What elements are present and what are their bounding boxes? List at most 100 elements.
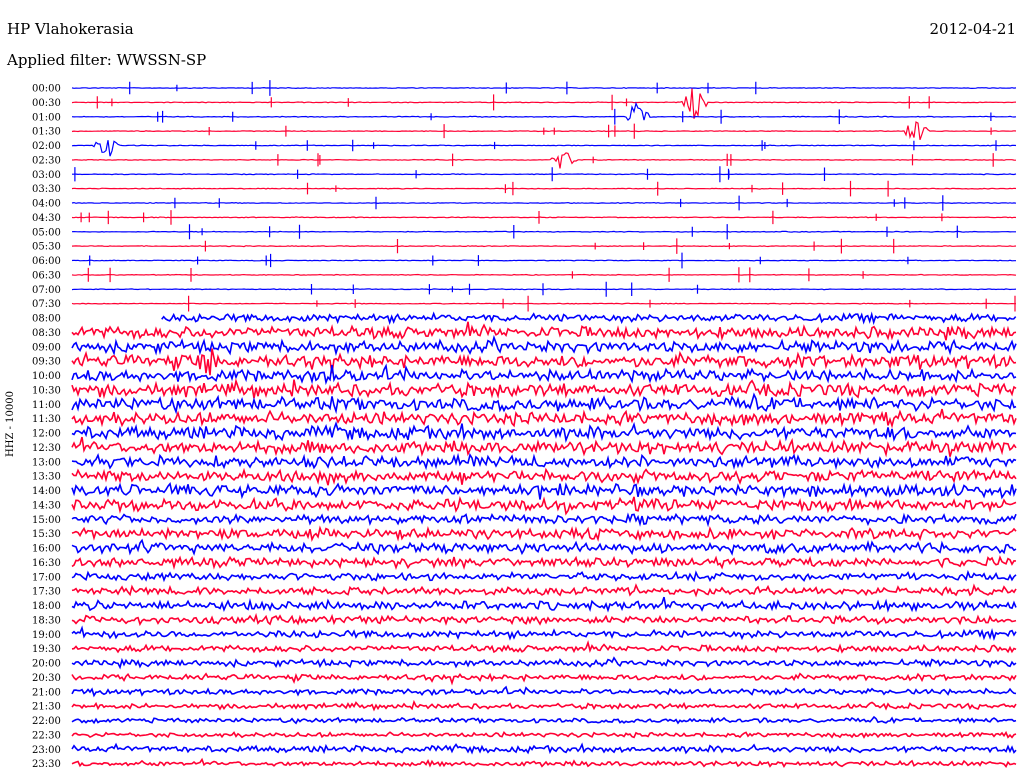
time-tick-label: 01:00	[32, 112, 61, 123]
time-tick-label: 08:00	[32, 314, 61, 325]
time-tick-label: 09:30	[32, 357, 61, 368]
time-tick-label: 23:30	[32, 759, 61, 770]
trace-line	[71, 321, 1017, 342]
time-tick-label: 06:00	[32, 256, 61, 267]
filter-label: Applied filter: WWSSN-SP	[7, 51, 207, 69]
seismic-traces	[71, 80, 1017, 769]
time-tick-label: 10:00	[32, 371, 61, 382]
trace-line	[71, 392, 1017, 415]
trace-line	[71, 496, 1017, 516]
time-tick-label: 17:00	[32, 572, 61, 583]
time-tick-label: 13:00	[32, 457, 61, 468]
trace-line	[71, 512, 1017, 528]
time-tick-label: 20:00	[32, 659, 61, 670]
trace-line	[71, 101, 1017, 125]
time-tick-label: 13:30	[32, 472, 61, 483]
trace-line	[71, 715, 1017, 725]
time-tick-label: 21:30	[32, 702, 61, 713]
time-tick-label: 04:30	[32, 213, 61, 224]
trace-line	[71, 139, 1017, 157]
station-title: HP Vlahokerasia	[7, 20, 134, 38]
trace-line	[71, 436, 1017, 458]
trace-line	[71, 538, 1017, 556]
trace-line	[71, 252, 1016, 269]
trace-line	[71, 224, 1016, 240]
time-tick-label: 10:30	[32, 385, 61, 396]
trace-line	[71, 363, 1017, 386]
time-tick-label: 04:00	[32, 199, 61, 210]
time-tick-label: 15:00	[32, 515, 61, 526]
time-tick-label: 14:00	[32, 486, 61, 497]
time-tick-label: 22:00	[32, 716, 61, 727]
time-tick-label: 16:00	[32, 544, 61, 555]
trace-line	[71, 334, 1017, 357]
trace-line	[71, 210, 1017, 225]
time-tick-label: 05:00	[32, 227, 61, 238]
time-tick-label: 03:00	[32, 170, 61, 181]
time-tick-label: 11:30	[32, 414, 61, 425]
time-tick-label: 15:30	[32, 529, 61, 540]
trace-line	[71, 267, 1017, 283]
time-tick-label: 18:30	[32, 615, 61, 626]
time-tick-label: 18:00	[32, 601, 61, 612]
time-tick-label: 12:00	[32, 429, 61, 440]
time-tick-label: 21:00	[32, 687, 61, 698]
trace-line	[71, 685, 1017, 698]
trace-line	[71, 121, 1017, 140]
trace-line	[71, 525, 1017, 543]
time-tick-label: 19:00	[32, 630, 61, 641]
trace-line	[71, 295, 1016, 312]
trace-line	[71, 730, 1017, 739]
trace-line	[71, 596, 1017, 613]
time-tick-label: 14:30	[32, 500, 61, 511]
trace-line	[161, 311, 1017, 326]
trace-line	[71, 583, 1017, 598]
time-tick-label: 00:00	[32, 84, 61, 95]
time-tick-label: 03:30	[32, 184, 61, 195]
time-tick-label: 23:00	[32, 745, 61, 756]
trace-line	[71, 452, 1017, 471]
time-tick-label: 07:30	[32, 299, 61, 310]
trace-line	[71, 80, 1017, 96]
trace-line	[71, 281, 1017, 297]
trace-line	[71, 757, 1017, 769]
trace-line	[71, 180, 1017, 197]
time-tick-label: 05:30	[32, 242, 61, 253]
time-tick-label: 01:30	[32, 127, 61, 138]
time-tick-label: 17:30	[32, 587, 61, 598]
time-tick-label: 09:00	[32, 342, 61, 353]
time-tick-label: 02:00	[32, 141, 61, 152]
trace-line	[71, 88, 1017, 119]
time-tick-label: 19:30	[32, 644, 61, 655]
time-tick-label: 22:30	[32, 730, 61, 741]
trace-line	[71, 742, 1017, 755]
trace-line	[71, 238, 1017, 254]
trace-line	[71, 672, 1017, 686]
trace-line	[71, 421, 1017, 443]
time-tick-label: 02:30	[32, 155, 61, 166]
time-axis-labels: 00:00 00:30 01:00 01:30 02:00 02:30 03:00 03:30…	[32, 84, 61, 771]
trace-line	[71, 377, 1017, 400]
trace-line	[71, 612, 1017, 627]
trace-line	[71, 699, 1017, 712]
time-tick-label: 16:30	[32, 558, 61, 569]
trace-line	[71, 555, 1017, 571]
time-tick-label: 20:30	[32, 673, 61, 684]
trace-line	[71, 640, 1017, 654]
time-tick-label: 11:00	[32, 400, 61, 411]
time-tick-label: 06:30	[32, 270, 61, 281]
trace-line	[72, 166, 1017, 183]
time-tick-label: 12:30	[32, 443, 61, 454]
time-tick-label: 08:30	[32, 328, 61, 339]
trace-line	[71, 408, 1017, 429]
trace-line	[71, 195, 1017, 211]
trace-line	[71, 152, 1017, 169]
trace-line	[71, 656, 1017, 670]
date-label: 2012-04-21	[929, 20, 1016, 38]
trace-line	[71, 569, 1017, 583]
trace-line	[71, 348, 1017, 376]
trace-line	[71, 481, 1017, 500]
time-tick-label: 07:00	[32, 285, 61, 296]
trace-line	[71, 625, 1017, 641]
